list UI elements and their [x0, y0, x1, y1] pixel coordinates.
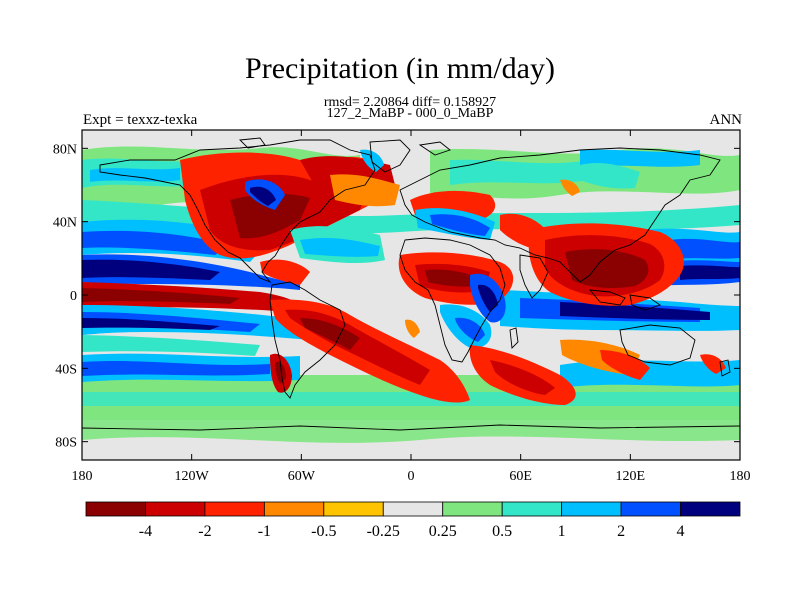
period-subtitle: 127_2_MaBP - 000_0_MaBP — [326, 106, 494, 121]
stats-subtitle: rmsd= 2.20864 diff= 0.158927 — [323, 95, 497, 110]
colorbar-label: -0.25 — [367, 523, 400, 540]
x-tick-label: 60W — [288, 469, 316, 484]
colorbar-label: -1 — [258, 523, 271, 540]
y-tick-label: 40S — [55, 362, 77, 377]
x-axis: 180 120W 60W 0 60E 120E 180 — [72, 130, 751, 484]
precip-field — [82, 130, 740, 460]
plot-title: Precipitation (in mm/day) — [245, 52, 555, 85]
colorbar-swatch — [145, 501, 206, 517]
x-tick-label: 120W — [175, 469, 210, 484]
colorbar-swatch — [382, 501, 444, 517]
x-tick-label: 120E — [616, 469, 646, 484]
colorbar-swatch — [204, 501, 265, 517]
colorbar-swatch — [680, 501, 741, 517]
y-tick-label: 80S — [55, 436, 77, 451]
colorbar-label: -0.5 — [311, 523, 336, 540]
colorbar-swatch — [561, 501, 622, 517]
colorbar-swatch — [501, 501, 563, 517]
y-tick-label: 80N — [53, 142, 77, 157]
coastlines — [82, 137, 740, 431]
season-label: ANN — [709, 112, 743, 128]
colorbar-swatch — [620, 501, 681, 517]
colorbar: -4 -2 -1 -0.5 -0.25 0.25 0.5 1 2 4 — [85, 501, 741, 540]
colorbar-label: 0.25 — [429, 523, 457, 540]
experiment-label: Expt = texxz-texka — [83, 112, 198, 128]
colorbar-label: 0.5 — [492, 523, 512, 540]
colorbar-swatch — [323, 501, 384, 517]
y-axis: 80N 40N 0 40S 80S — [53, 142, 740, 451]
colorbar-label: -2 — [198, 523, 211, 540]
colorbar-label: -4 — [139, 523, 152, 540]
colorbar-label: 1 — [558, 523, 566, 540]
x-tick-label: 60E — [509, 469, 532, 484]
x-tick-label: 180 — [730, 469, 751, 484]
colorbar-label: 2 — [617, 523, 625, 540]
colorbar-swatch — [442, 501, 503, 517]
colorbar-swatch — [263, 501, 325, 517]
y-tick-label: 40N — [53, 216, 77, 231]
y-tick-label: 0 — [70, 289, 77, 304]
colorbar-swatch — [85, 501, 146, 517]
colorbar-label: 4 — [677, 523, 685, 540]
x-tick-label: 180 — [72, 469, 93, 484]
x-tick-label: 0 — [408, 469, 415, 484]
